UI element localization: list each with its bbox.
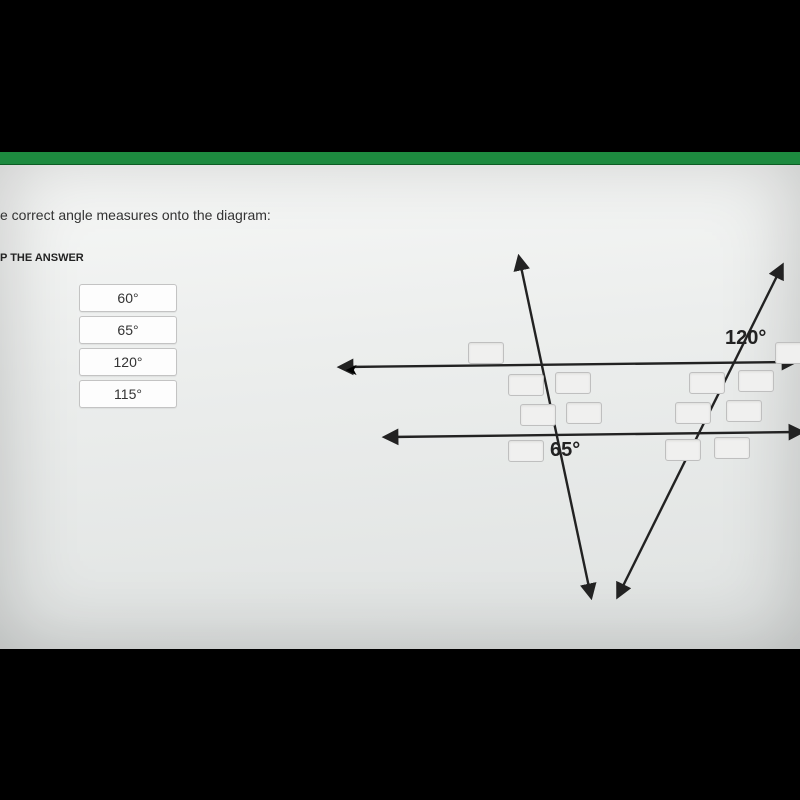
dropzone-4[interactable] — [689, 372, 725, 394]
dropzone-11[interactable] — [665, 439, 701, 461]
answer-chip-2[interactable]: 120° — [79, 348, 177, 376]
answer-panel-header: P THE ANSWER — [0, 252, 84, 264]
header-green-bar — [0, 152, 800, 165]
dropzone-1[interactable] — [775, 342, 800, 364]
answer-chip-0[interactable]: 60° — [79, 284, 177, 312]
dropzone-3[interactable] — [555, 372, 591, 394]
dropzone-12[interactable] — [714, 437, 750, 459]
dropzone-9[interactable] — [726, 400, 762, 422]
instruction-text: e correct angle measures onto the diagra… — [0, 207, 271, 223]
dropzone-7[interactable] — [566, 402, 602, 424]
screen-area: e correct angle measures onto the diagra… — [0, 152, 800, 649]
dropzone-6[interactable] — [520, 404, 556, 426]
angle-label-1: 65° — [550, 439, 580, 462]
answer-chip-1[interactable]: 65° — [79, 316, 177, 344]
dropzone-5[interactable] — [738, 370, 774, 392]
answer-panel: 60° 65° 120° 115° — [33, 280, 223, 412]
dropzone-8[interactable] — [675, 402, 711, 424]
geometry-diagram[interactable]: 120° 65° ➤ — [290, 222, 800, 622]
dropzone-0[interactable] — [468, 342, 504, 364]
dropzone-10[interactable] — [508, 440, 544, 462]
angle-label-0: 120° — [725, 327, 766, 350]
mouse-cursor-icon: ➤ — [345, 360, 358, 380]
dropzone-2[interactable] — [508, 374, 544, 396]
answer-chip-3[interactable]: 115° — [79, 380, 177, 408]
